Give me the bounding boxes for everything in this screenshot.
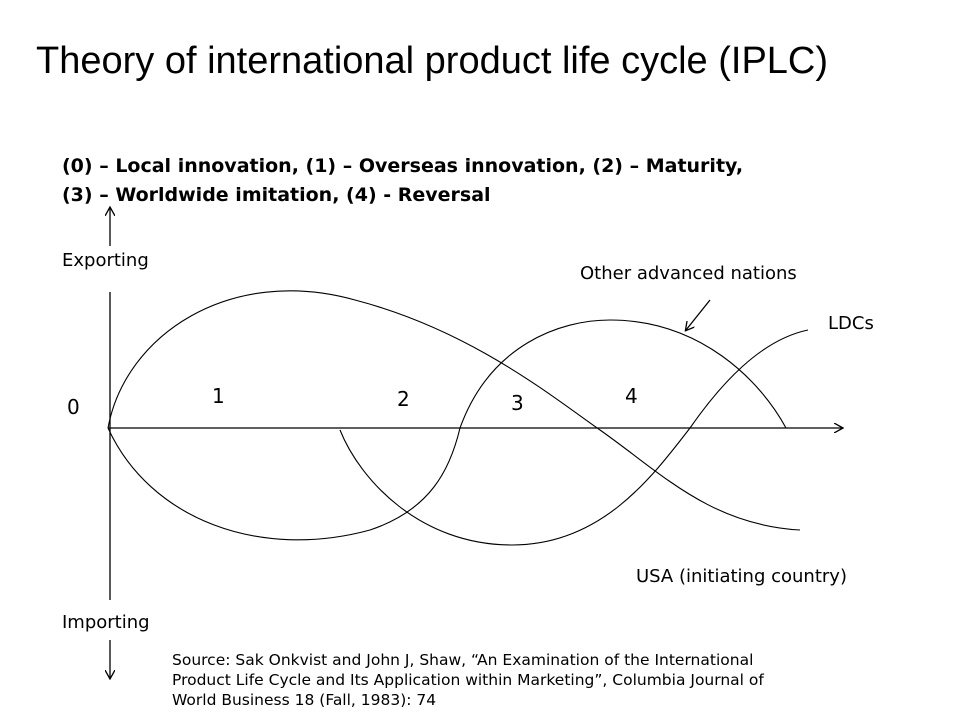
- phase-label-4: 4: [625, 384, 638, 408]
- exporting-label: Exporting: [62, 250, 149, 271]
- source-line-3: World Business 18 (Fall, 1983): 74: [172, 691, 437, 709]
- legend-line-2: (3) – Worldwide imitation, (4) - Reversa…: [62, 184, 491, 206]
- phase-label-1: 1: [212, 384, 225, 408]
- importing-label: Importing: [62, 612, 150, 633]
- legend-line-1: (0) – Local innovation, (1) – Overseas i…: [62, 155, 744, 177]
- other-advanced-nations-pointer-icon: [686, 299, 711, 330]
- phase-label-0: 0: [67, 395, 80, 419]
- ldcs-label: LDCs: [828, 313, 874, 334]
- phase-legend: (0) – Local innovation, (1) – Overseas i…: [62, 152, 952, 210]
- page-title: Theory of international product life cyc…: [36, 40, 829, 82]
- source-line-2: Product Life Cycle and Its Application w…: [172, 671, 764, 689]
- phase-label-3: 3: [511, 391, 524, 415]
- other-advanced-nations-curve: [107, 319, 787, 541]
- usa-curve: [107, 290, 801, 531]
- source-citation: Source: Sak Onkvist and John J, Shaw, “A…: [172, 650, 952, 710]
- phase-label-2: 2: [397, 387, 410, 411]
- ldcs-curve: [339, 329, 809, 546]
- source-line-1: Source: Sak Onkvist and John J, Shaw, “A…: [172, 651, 754, 669]
- usa-label: USA (initiating country): [636, 566, 847, 587]
- other-advanced-nations-label: Other advanced nations: [580, 263, 797, 284]
